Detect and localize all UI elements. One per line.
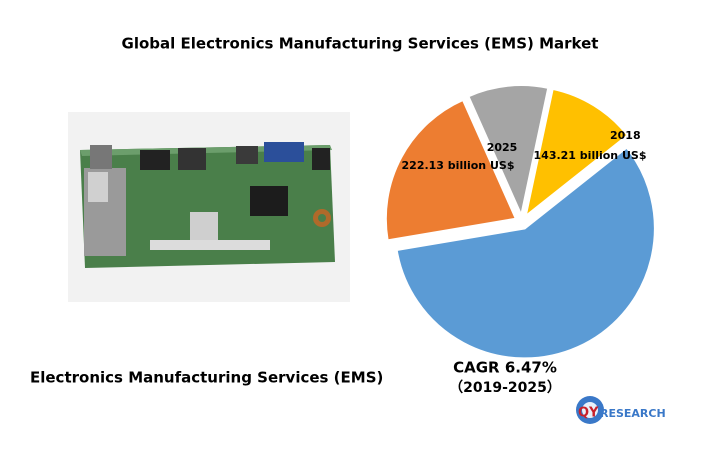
logo-mark: QY — [578, 406, 599, 421]
chart-title: Global Electronics Manufacturing Service… — [122, 35, 599, 53]
cagr-period: （2019-2025） — [449, 380, 561, 396]
logo-text: RESEARCH — [600, 407, 666, 420]
pie-slice — [395, 146, 656, 360]
caption: Electronics Manufacturing Services (EMS) — [30, 369, 383, 387]
pie-slice — [384, 98, 518, 242]
annotation-year: 2018 — [610, 129, 641, 142]
annotation-year: 2025 — [487, 141, 518, 154]
cagr: CAGR 6.47% — [453, 359, 557, 377]
pie-slice — [524, 87, 629, 219]
annotation-text: 143.21 billion US$ — [534, 149, 647, 162]
pie-slice — [467, 84, 550, 219]
logo: QY RESEARCH — [576, 396, 666, 424]
product-photo — [68, 112, 350, 302]
pie — [384, 84, 656, 360]
annotation-text: 222.13 billion US$ — [402, 159, 515, 172]
